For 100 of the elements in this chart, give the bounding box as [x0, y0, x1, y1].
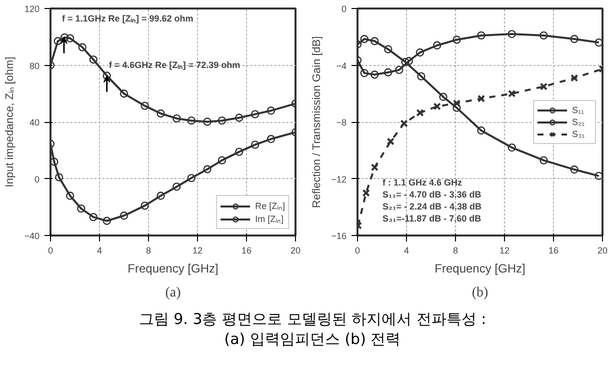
point	[477, 94, 486, 102]
point	[235, 148, 244, 156]
point	[203, 165, 212, 174]
point	[433, 102, 441, 110]
point	[120, 212, 128, 220]
y-axis-title: Reflection / Transmission Gain [dB]	[311, 36, 324, 208]
x-tick-label: 4	[96, 246, 102, 256]
y-tick-label: −40	[24, 231, 40, 241]
point	[508, 90, 516, 98]
point	[266, 106, 276, 115]
annotation: f = 1.1GHz Re [Zᵢₙ] = 99.62 ohm	[62, 13, 194, 24]
point	[594, 172, 602, 180]
x-tick-label: 12	[192, 246, 203, 256]
point	[60, 33, 69, 42]
point	[235, 114, 244, 122]
annotation: f : 1.1 GHz 4.6 GHz	[382, 178, 463, 188]
annotation: S₃₁=-11.87 dB - 7.60 dB	[382, 214, 482, 224]
point	[77, 204, 86, 213]
legend-label: S₃₁	[572, 128, 586, 140]
x-tick-label: 20	[597, 246, 608, 256]
point	[570, 165, 578, 174]
x-tick-label: 8	[146, 246, 152, 256]
legend-label: S₂₁	[572, 116, 586, 128]
point	[187, 174, 196, 182]
y-tick-label: 40	[29, 118, 40, 128]
text: (b)	[472, 286, 488, 300]
x-axis-title: Frequency [GHz]	[128, 262, 218, 276]
legend-label: Re [Zᵢₙ]	[255, 200, 285, 212]
point	[395, 66, 404, 74]
x-tick-label: 4	[404, 246, 410, 256]
point	[508, 30, 516, 38]
point	[433, 41, 442, 50]
point	[439, 92, 448, 101]
y-axis-title: Input impedance, Zᵢₙ [ohm]	[4, 56, 16, 188]
point	[66, 192, 74, 200]
point	[570, 34, 578, 44]
point	[78, 43, 86, 52]
x-tick-label: 0	[354, 246, 360, 256]
point	[250, 110, 260, 118]
point	[250, 140, 260, 149]
point	[594, 38, 602, 47]
point	[203, 118, 212, 126]
x-tick-label: 8	[452, 246, 458, 256]
point	[477, 31, 486, 40]
point	[266, 134, 276, 144]
y-tick-label: −8	[336, 118, 347, 128]
annotation: S₁₁= - 4.70 dB - 3.36 dB	[382, 190, 482, 200]
point	[140, 202, 149, 210]
point	[416, 108, 424, 117]
point	[120, 90, 128, 98]
x-tick-label: 0	[48, 246, 54, 256]
y-tick-label: 120	[24, 4, 40, 14]
x-axis-title: Frequency [GHz]	[434, 262, 526, 276]
x-tick-label: 16	[241, 246, 252, 256]
point	[508, 143, 516, 152]
point	[156, 192, 165, 200]
point	[89, 212, 98, 222]
text: (a)	[165, 286, 182, 300]
x-tick-label: 12	[499, 246, 510, 256]
point	[477, 126, 486, 135]
point	[140, 102, 149, 110]
point	[540, 82, 548, 90]
point	[416, 48, 424, 57]
point	[362, 189, 370, 197]
annotation: S₂₁= - 2.24 dB - 4.38 dB	[382, 202, 482, 212]
point	[66, 34, 74, 42]
point	[400, 120, 408, 128]
point	[417, 72, 426, 80]
point	[89, 55, 98, 64]
y-tick-label: −4	[336, 60, 347, 71]
legend-label: Im [Zᵢₙ]	[255, 213, 284, 225]
point	[360, 34, 368, 44]
point	[386, 138, 394, 146]
caption: 그림 9. 3층 평면으로 모델링된 하지에서 전파특성 :	[138, 310, 486, 328]
y-tick-label: −12	[331, 174, 347, 184]
point	[401, 58, 410, 66]
point	[102, 216, 111, 225]
point	[370, 164, 378, 172]
point	[452, 36, 461, 44]
point	[54, 173, 64, 182]
annotation: f = 4.6GHz Re [Zᵢₙ] = 72.39 ohm	[108, 60, 240, 70]
x-tick-label: 16	[548, 246, 559, 256]
point	[172, 114, 181, 123]
point	[102, 72, 111, 80]
point	[218, 156, 226, 164]
point	[370, 37, 379, 46]
point	[540, 31, 548, 40]
x-tick-label: 20	[290, 246, 301, 256]
y-tick-label: 0	[34, 174, 40, 184]
y-tick-label: −16	[331, 231, 347, 241]
point	[540, 156, 548, 164]
point	[50, 158, 58, 166]
point	[384, 68, 392, 76]
point	[156, 109, 165, 118]
legend-label: S₁₁	[572, 104, 586, 116]
point	[54, 37, 62, 46]
point	[218, 116, 226, 125]
y-tick-label: 0	[341, 4, 347, 14]
point	[384, 45, 392, 54]
point	[370, 70, 379, 79]
